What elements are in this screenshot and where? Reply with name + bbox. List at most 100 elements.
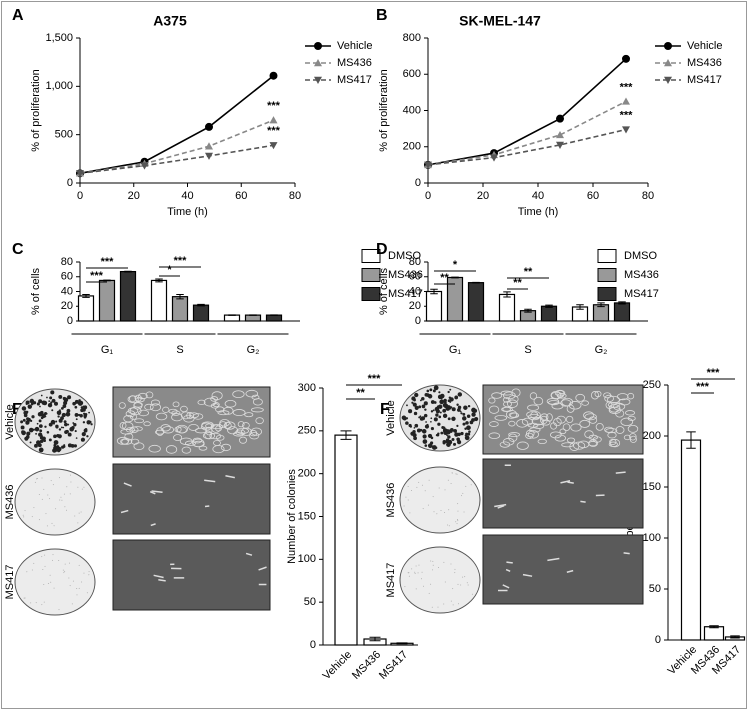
cell [575, 393, 586, 402]
colony-dot [53, 587, 55, 589]
colony-dot [432, 569, 434, 571]
cell [529, 392, 538, 400]
cell [204, 479, 216, 483]
y-tick-label: 1,500 [45, 32, 73, 44]
colony-dot [413, 427, 416, 429]
colony-dot [63, 493, 65, 495]
cell [165, 445, 178, 454]
colony-dot [447, 479, 449, 481]
significance: ** [513, 277, 522, 289]
colony-dot [64, 422, 68, 427]
colony-dot [418, 416, 421, 419]
colony-dot [456, 523, 458, 525]
cell [531, 417, 545, 426]
y-tick-label: 40 [61, 285, 73, 297]
bar [613, 302, 631, 322]
cell [494, 415, 508, 421]
cell [138, 392, 148, 400]
cell [540, 413, 549, 422]
colony-dot [429, 441, 434, 445]
colony-dot [433, 417, 438, 422]
marker [424, 161, 432, 169]
colony-dot [88, 411, 90, 414]
bar [244, 314, 262, 322]
cell [144, 403, 154, 411]
colony-dot [41, 400, 46, 405]
cell [592, 436, 602, 443]
colony-dot [79, 413, 83, 418]
cell [150, 399, 160, 406]
colony-dot [439, 411, 442, 414]
colony-dot [463, 511, 465, 513]
colony-dot [81, 488, 83, 490]
cell [530, 411, 541, 420]
colony-dot [20, 420, 24, 424]
colony-dot [27, 404, 33, 409]
colony-dot [457, 583, 459, 585]
y-tick-label: 100 [298, 553, 316, 565]
y-tick-label: 80 [409, 256, 421, 268]
panel-letter: D [376, 241, 388, 258]
cell [120, 438, 133, 445]
legend-label: MS417 [624, 288, 659, 300]
colony-dot [55, 508, 57, 510]
cell [506, 409, 518, 419]
colony-dot [460, 412, 463, 415]
colony-dot [468, 430, 471, 433]
cell [205, 423, 215, 429]
y-tick-label: 150 [298, 510, 316, 522]
panel-letter: B [376, 7, 388, 24]
colony-dot [63, 572, 65, 574]
series-line [79, 119, 274, 175]
colony-dot [44, 425, 47, 428]
cell [145, 391, 154, 399]
colony-dot [46, 396, 48, 399]
cell [554, 434, 566, 442]
colony-dot [67, 432, 72, 437]
colony-dot [31, 400, 34, 404]
colony-dot [433, 511, 435, 513]
colony-dot [457, 510, 459, 512]
colony-dot [412, 402, 417, 407]
colony-dot [405, 421, 409, 425]
colony-dot [423, 413, 428, 418]
colony-dot [61, 499, 63, 501]
bar [334, 434, 358, 646]
colony-dot [424, 444, 428, 447]
significance: *** [267, 125, 281, 137]
cell [594, 390, 602, 398]
colony-dot [420, 578, 422, 580]
colony-dot [406, 404, 408, 407]
colony-dot [418, 405, 422, 409]
marker [556, 141, 564, 149]
colony-dot [438, 391, 441, 394]
colony-dot [422, 585, 424, 587]
colony-dot [35, 602, 37, 604]
legend-label: MS436 [687, 57, 722, 69]
colony-dot [44, 565, 46, 567]
legend-swatch [361, 268, 381, 282]
colony-dot [407, 499, 409, 501]
colony-dot [74, 412, 79, 417]
error-bar [430, 288, 438, 295]
y-tick-label: 1,000 [45, 80, 73, 92]
cell [210, 396, 219, 402]
colony-dot [83, 572, 85, 574]
y-tick-label: 500 [55, 129, 73, 141]
colony-dot [403, 505, 405, 507]
colony-dot [57, 415, 60, 418]
colony-dot [426, 389, 430, 393]
colony-dot [76, 588, 78, 590]
colony-dot [32, 401, 37, 405]
colony-dot [39, 429, 43, 433]
colony-dot [22, 418, 26, 422]
colony-dot [415, 588, 417, 590]
cell [188, 424, 199, 431]
cell [149, 403, 162, 412]
bar [192, 304, 210, 322]
x-tick-label: 80 [289, 190, 301, 202]
cell [568, 401, 582, 410]
error-bar [369, 636, 381, 642]
colony-dot [438, 487, 440, 489]
marker [314, 59, 322, 67]
